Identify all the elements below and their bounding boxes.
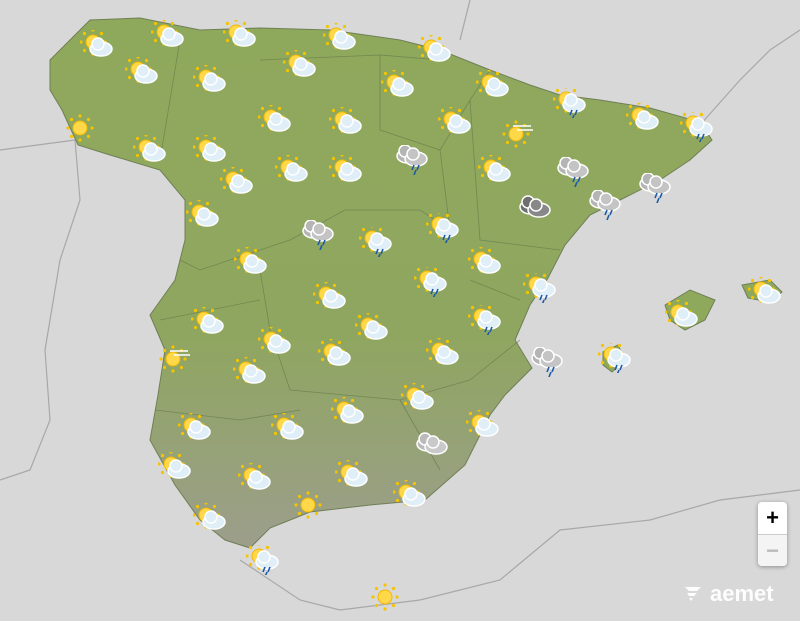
sun-cloud-icon[interactable] [625,101,660,133]
sun-cloud-rain-icon[interactable] [358,224,393,260]
sun-cloud-icon[interactable] [477,153,512,185]
sun-cloud-icon[interactable] [417,33,452,65]
sun-cloud-icon[interactable] [334,458,369,490]
logo-text: aemet [710,581,774,606]
sun-cloud-icon[interactable] [664,298,699,330]
sun-cloud-icon[interactable] [270,411,305,443]
sun-cloud-rain-icon[interactable] [522,270,557,306]
region-borders [154,39,561,471]
sun-cloud-icon[interactable] [190,305,225,337]
sun-cloud-rain-icon[interactable] [467,302,502,338]
sun-cloud-icon[interactable] [274,153,309,185]
zoom-out-button[interactable]: − [758,534,787,566]
sun-cloud-icon[interactable] [233,245,268,277]
sun-icon[interactable] [368,582,402,612]
sun-cloud-icon[interactable] [232,355,267,387]
sun-cloud-icon[interactable] [467,245,502,277]
sun-cloud-icon[interactable] [328,105,363,137]
sun-cloud-icon[interactable] [257,325,292,357]
sun-cloud-icon[interactable] [157,450,192,482]
sun-cloud-icon[interactable] [354,311,389,343]
zoom-control: + − [758,502,787,566]
sun-cloud-icon[interactable] [322,21,357,53]
clouds-rain-icon[interactable] [638,172,672,204]
sun-cloud-icon[interactable] [79,28,114,60]
sun-cloud-icon[interactable] [124,55,159,87]
sun-cloud-icon[interactable] [177,411,212,443]
sun-cloud-icon[interactable] [219,165,254,197]
sun-cloud-rain-icon[interactable] [245,542,280,578]
sun-haze-icon[interactable] [158,343,192,373]
sun-cloud-icon[interactable] [425,336,460,368]
clouds-rain-icon[interactable] [395,144,429,176]
sun-icon[interactable] [63,113,97,143]
clouds-rain-icon[interactable] [530,346,564,378]
zoom-in-button[interactable]: + [766,505,779,530]
sun-cloud-icon[interactable] [328,153,363,185]
sun-cloud-icon[interactable] [192,63,227,95]
clouds-storm-icon[interactable] [518,195,552,225]
clouds-rain-icon[interactable] [588,189,622,221]
sun-cloud-icon[interactable] [475,68,510,100]
sun-cloud-icon[interactable] [465,408,500,440]
sun-icon[interactable] [291,490,325,520]
sun-cloud-icon[interactable] [317,337,352,369]
sun-cloud-icon[interactable] [380,68,415,100]
sun-cloud-icon[interactable] [392,478,427,510]
sun-cloud-rain-icon[interactable] [425,210,460,246]
aemet-logo-icon [685,587,701,601]
clouds-rain-icon[interactable] [556,156,590,188]
sun-cloud-icon[interactable] [257,103,292,135]
sun-cloud-rain-icon[interactable] [679,109,714,145]
sun-cloud-icon[interactable] [222,18,257,50]
sun-cloud-icon[interactable] [330,395,365,427]
sun-cloud-icon[interactable] [312,280,347,312]
sun-cloud-rain-icon[interactable] [597,340,632,376]
clouds-rain-icon[interactable] [301,219,335,251]
sun-cloud-icon[interactable] [437,105,472,137]
sun-cloud-icon[interactable] [282,48,317,80]
sun-cloud-icon[interactable] [237,461,272,493]
aemet-logo: aemet [683,581,774,607]
sun-cloud-icon[interactable] [400,381,435,413]
sun-cloud-icon[interactable] [132,133,167,165]
sun-cloud-icon[interactable] [747,275,782,307]
clouds-icon[interactable] [415,431,449,461]
sun-cloud-icon[interactable] [185,198,220,230]
sun-cloud-icon[interactable] [150,18,185,50]
sun-cloud-rain-icon[interactable] [552,85,587,121]
sun-haze-icon[interactable] [501,118,535,148]
sun-cloud-icon[interactable] [192,501,227,533]
sun-cloud-icon[interactable] [192,133,227,165]
sun-cloud-rain-icon[interactable] [413,264,448,300]
